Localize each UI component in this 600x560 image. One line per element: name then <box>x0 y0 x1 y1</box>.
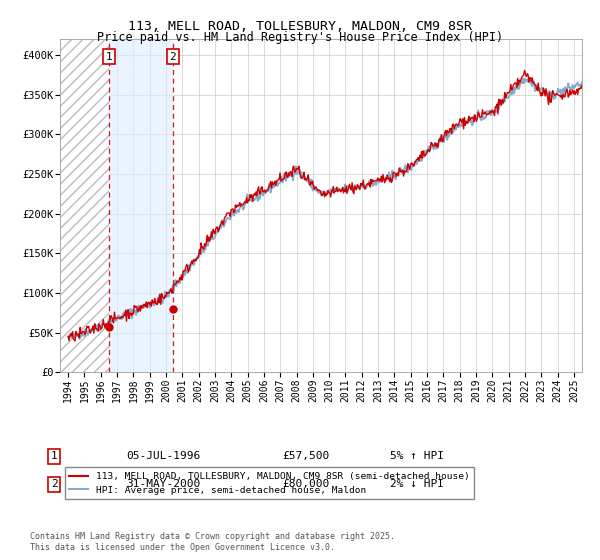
Text: 31-MAY-2000: 31-MAY-2000 <box>126 479 200 489</box>
Bar <box>60 39 109 372</box>
Text: 1: 1 <box>106 52 112 62</box>
Text: 2% ↓ HPI: 2% ↓ HPI <box>390 479 444 489</box>
Text: £57,500: £57,500 <box>282 451 329 461</box>
Text: Contains HM Land Registry data © Crown copyright and database right 2025.
This d: Contains HM Land Registry data © Crown c… <box>30 532 395 552</box>
Text: 113, MELL ROAD, TOLLESBURY, MALDON, CM9 8SR: 113, MELL ROAD, TOLLESBURY, MALDON, CM9 … <box>128 20 472 32</box>
Text: 2: 2 <box>169 52 176 62</box>
Legend: 113, MELL ROAD, TOLLESBURY, MALDON, CM9 8SR (semi-detached house), HPI: Average : 113, MELL ROAD, TOLLESBURY, MALDON, CM9 … <box>65 467 475 500</box>
Text: 5% ↑ HPI: 5% ↑ HPI <box>390 451 444 461</box>
Bar <box>109 39 173 372</box>
Text: Price paid vs. HM Land Registry's House Price Index (HPI): Price paid vs. HM Land Registry's House … <box>97 31 503 44</box>
Text: 05-JUL-1996: 05-JUL-1996 <box>126 451 200 461</box>
Text: 1: 1 <box>50 451 58 461</box>
Text: £80,000: £80,000 <box>282 479 329 489</box>
Text: 2: 2 <box>50 479 58 489</box>
